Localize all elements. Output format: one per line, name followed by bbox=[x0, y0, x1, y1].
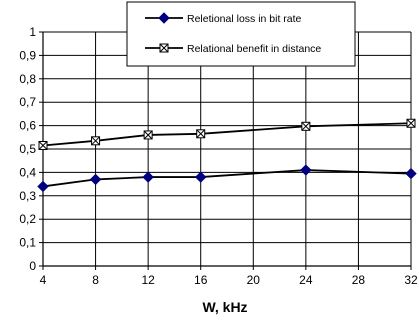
data-point-xbox bbox=[38, 140, 48, 150]
marker-cross bbox=[159, 43, 169, 53]
x-tick-label: 12 bbox=[141, 273, 155, 287]
y-tick-label: 0,8 bbox=[19, 72, 36, 86]
legend-label: Relational benefit in distance bbox=[187, 43, 321, 55]
legend-entry: Relational benefit in distance bbox=[145, 43, 321, 55]
legend: Reletional loss in bit rate Relational be… bbox=[126, 1, 356, 67]
legend-box bbox=[126, 1, 356, 67]
marker-cross bbox=[301, 121, 311, 131]
series-line bbox=[42, 169, 412, 188]
series-layer bbox=[37, 118, 417, 193]
y-tick-label: 0,9 bbox=[19, 48, 36, 62]
x-tick-label: 16 bbox=[194, 273, 208, 287]
x-tick-label: 4 bbox=[40, 273, 47, 287]
x-axis-label: W, kHz bbox=[202, 299, 247, 315]
y-tick-label: 0,5 bbox=[19, 142, 36, 156]
x-tick-label: 32 bbox=[404, 273, 418, 287]
y-tick-label: 0,4 bbox=[19, 165, 36, 179]
marker-cross bbox=[91, 136, 100, 146]
data-point-xbox bbox=[196, 129, 206, 139]
legend-entry: Reletional loss in bit rate bbox=[145, 12, 302, 25]
y-tick-label: 0,7 bbox=[19, 95, 36, 109]
series-line bbox=[42, 122, 412, 147]
data-point-diamond bbox=[142, 171, 154, 183]
legend-label: Reletional loss in bit rate bbox=[187, 13, 302, 25]
data-point-diamond bbox=[37, 180, 49, 193]
data-point-xbox bbox=[159, 43, 169, 53]
y-tick-label: 1 bbox=[29, 25, 36, 39]
data-point-xbox bbox=[406, 118, 416, 128]
marker-cross bbox=[406, 118, 416, 128]
data-point-diamond bbox=[300, 164, 312, 176]
data-point-diamond bbox=[405, 167, 417, 180]
data-point-diamond bbox=[89, 173, 102, 186]
data-point-xbox bbox=[301, 121, 311, 131]
y-tick-label: 0 bbox=[29, 259, 36, 273]
x-axis-ticks: 4 8 12 16 20 24 28 32 bbox=[40, 273, 418, 287]
marker-cross bbox=[38, 141, 48, 150]
y-tick-label: 0,1 bbox=[19, 236, 36, 250]
y-axis-ticks: 0 0,1 0,2 0,3 0,4 0,5 0,6 0,7 0,8 0,9 1 bbox=[19, 25, 36, 273]
data-point-xbox bbox=[143, 130, 153, 140]
x-tick-label: 24 bbox=[299, 273, 313, 287]
grid bbox=[42, 31, 412, 267]
y-tick-label: 0,6 bbox=[19, 119, 36, 133]
x-tick-label: 20 bbox=[247, 273, 261, 287]
series-2 bbox=[38, 118, 416, 150]
marker-cross bbox=[143, 130, 153, 140]
marker-cross bbox=[196, 129, 206, 139]
x-tick-label: 28 bbox=[352, 273, 366, 287]
data-point-diamond bbox=[158, 12, 170, 24]
series-1 bbox=[37, 164, 417, 193]
data-point-xbox bbox=[91, 136, 101, 146]
data-point-diamond bbox=[195, 171, 207, 183]
axes bbox=[39, 31, 412, 270]
y-tick-label: 0,3 bbox=[19, 189, 36, 203]
y-tick-label: 0,2 bbox=[19, 212, 36, 226]
x-tick-label: 8 bbox=[92, 273, 99, 287]
